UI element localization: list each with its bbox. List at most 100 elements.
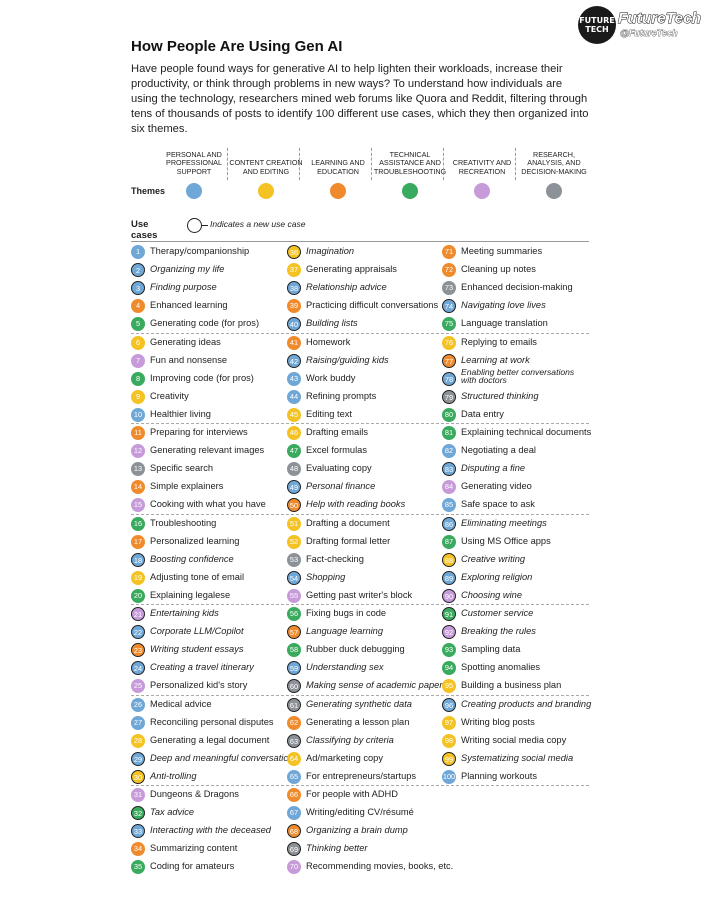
use-case-number: 82: [442, 444, 456, 459]
use-case-number: 91: [442, 607, 456, 621]
use-case-number: 12: [131, 444, 145, 459]
use-case-number: 37: [287, 263, 301, 278]
use-case-number: 46: [287, 426, 301, 440]
theme-color-dot: [330, 183, 346, 199]
use-case-number: 70: [287, 860, 301, 875]
use-case-label: Creating a travel itinerary: [150, 662, 254, 673]
use-case-label: Planning workouts: [461, 770, 537, 781]
use-case-label: Summarizing content: [150, 843, 238, 854]
use-case-label: Generating a legal document: [150, 734, 270, 745]
use-case-label: Enabling better conversations with docto…: [461, 366, 575, 386]
use-case-label: Creativity: [150, 390, 189, 401]
use-case-label: Dungeons & Dragons: [150, 789, 239, 799]
use-case-label: Evaluating copy: [306, 463, 372, 474]
use-case-label: Building a business plan: [461, 680, 562, 691]
use-case-number: 74: [442, 299, 456, 314]
use-case-label: Writing/editing CV/résumé: [306, 807, 414, 818]
use-case-number: 68: [287, 824, 301, 839]
use-case-number: 42: [287, 353, 301, 368]
use-case-label: Fixing bugs in code: [306, 608, 387, 618]
use-case-label: Enhanced learning: [150, 300, 228, 311]
use-case-label: Fun and nonsense: [150, 354, 228, 365]
use-case-label: Simple explainers: [150, 481, 224, 492]
use-case-label: Shopping: [306, 571, 346, 582]
use-case-number: 5: [131, 317, 145, 332]
use-case-label: Generating appraisals: [306, 264, 397, 275]
use-case-number: 66: [287, 788, 301, 802]
theme-divider: [299, 148, 300, 180]
use-case-label: Corporate LLM/Copilot: [150, 626, 244, 637]
use-case-label: Personalized kid's story: [150, 680, 248, 691]
use-case-number: 38: [287, 281, 301, 296]
list-top-rule: [131, 241, 589, 242]
brand-logo: FUTURE TECH FutureTech @FutureTech: [578, 6, 718, 46]
use-case-label: Imagination: [306, 246, 355, 256]
use-case-label: Creating products and branding: [461, 698, 592, 709]
use-case-number: 59: [287, 661, 301, 676]
use-case-label: Improving code (for pros): [150, 372, 254, 383]
use-case-number: 75: [442, 317, 456, 332]
use-case-number: 52: [287, 534, 301, 549]
use-case-label: Drafting emails: [306, 427, 369, 437]
use-case-number: 98: [442, 733, 456, 748]
use-case-number: 92: [442, 625, 456, 640]
use-case-label: Drafting a document: [306, 517, 390, 528]
use-case-number: 90: [442, 588, 456, 603]
use-case-label: Generating relevant images: [150, 445, 265, 456]
group-separator: [131, 694, 589, 696]
use-case-number: 23: [131, 643, 145, 658]
use-case-label: Safe space to ask: [461, 499, 535, 510]
use-case-number: 30: [131, 769, 145, 784]
use-case-label: Systematizing social media: [461, 752, 574, 763]
theme-1: PERSONAL AND PROFESSIONAL SUPPORT: [156, 146, 232, 206]
use-case-label: Entertaining kids: [150, 608, 219, 618]
use-case-number: 11: [131, 426, 145, 440]
theme-color-dot: [546, 183, 562, 199]
use-case-label: Language translation: [461, 318, 548, 329]
use-case-number: 87: [442, 534, 456, 549]
use-case-label: Coding for amateurs: [150, 861, 235, 872]
use-case-number: 14: [131, 480, 145, 495]
page-title: How People Are Using Gen AI: [131, 38, 343, 55]
use-case-label: Sampling data: [461, 644, 521, 655]
use-case-label: Exploring religion: [461, 571, 533, 582]
use-case-label: Organizing a brain dump: [306, 825, 408, 836]
use-case-number: 63: [287, 733, 301, 748]
use-case-label: Organizing my life: [150, 264, 225, 275]
use-case-label: Adjusting tone of email: [150, 571, 245, 582]
use-case-number: 71: [442, 245, 456, 259]
theme-color-dot: [474, 183, 490, 199]
use-case-number: 22: [131, 625, 145, 640]
use-case-label: Negotiating a deal: [461, 445, 536, 456]
themes-row: Themes PERSONAL AND PROFESSIONAL SUPPORT…: [131, 146, 587, 206]
use-case-number: 36: [287, 245, 301, 259]
use-case-number: 58: [287, 643, 301, 658]
use-case-number: 35: [131, 860, 145, 875]
use-case-number: 15: [131, 498, 145, 513]
use-case-number: 3: [131, 281, 145, 296]
use-case-number: 48: [287, 462, 301, 477]
use-case-label: Making sense of academic papers: [306, 680, 448, 691]
theme-name: CONTENT CREATION AND EDITING: [229, 158, 303, 177]
use-case-number: 62: [287, 715, 301, 730]
use-case-label: Editing text: [306, 408, 352, 419]
use-case-label: Excel formulas: [306, 445, 367, 456]
brand-handle: @FutureTech: [620, 28, 678, 39]
brand-badge: FUTURE TECH: [578, 6, 616, 44]
use-case-number: 72: [442, 263, 456, 278]
use-case-label: Using MS Office apps: [461, 535, 551, 546]
use-case-number: 54: [287, 570, 301, 585]
use-case-number: 41: [287, 335, 301, 350]
group-separator: [131, 332, 589, 334]
use-case-number: 86: [442, 516, 456, 531]
use-case-number: 85: [442, 498, 456, 513]
use-case-label: Anti-trolling: [150, 770, 197, 781]
themes-label: Themes: [131, 186, 166, 196]
intro-paragraph: Have people found ways for generative AI…: [131, 63, 589, 135]
group-separator: [131, 785, 589, 786]
use-case-label: Explaining technical documents: [461, 427, 592, 437]
use-case-number: 44: [287, 389, 301, 404]
theme-color-dot: [258, 183, 274, 199]
use-case-number: 21: [131, 607, 145, 621]
use-case-number: 100: [442, 769, 456, 784]
